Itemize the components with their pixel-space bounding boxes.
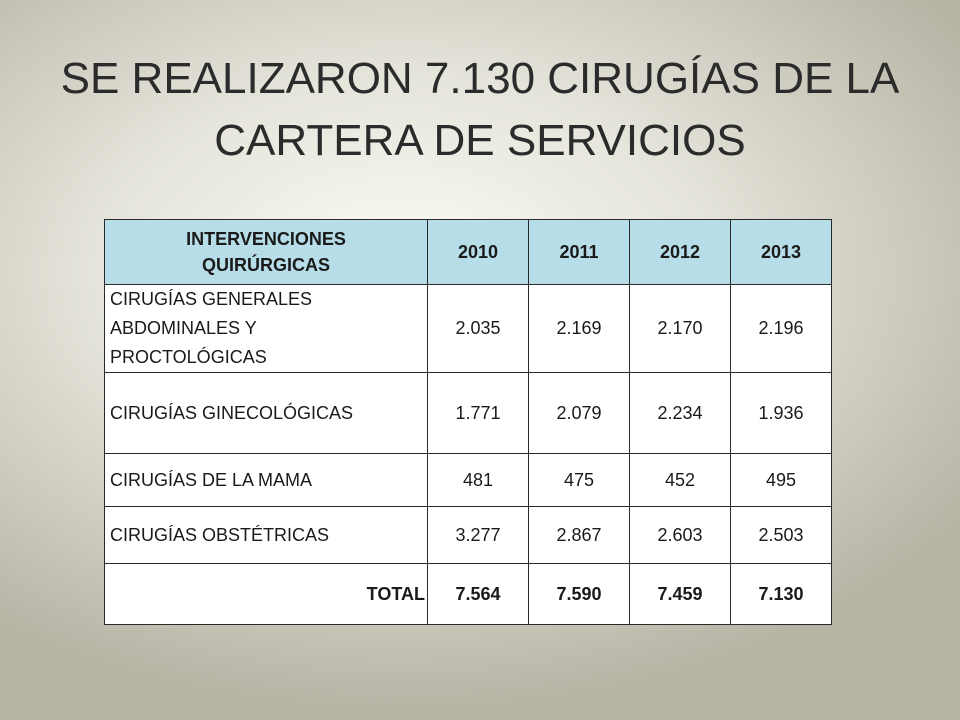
cell-value: 481 [427,453,529,507]
cell-value: 495 [730,453,832,507]
cell-value: 2.169 [528,284,630,373]
table-row: CIRUGÍAS GINECOLÓGICAS 1.771 2.079 2.234… [104,372,832,454]
cell-value: 1.771 [427,372,529,454]
header-year-2013: 2013 [730,219,832,285]
table-row: CIRUGÍAS OBSTÉTRICAS 3.277 2.867 2.603 2… [104,506,832,564]
cell-value: 2.196 [730,284,832,373]
header-year-2012: 2012 [629,219,731,285]
total-value: 7.590 [528,563,630,625]
total-label: TOTAL [104,563,428,625]
table-row: CIRUGÍAS GENERALES ABDOMINALES Y PROCTOL… [104,284,832,373]
cell-value: 2.170 [629,284,731,373]
table-header-row: INTERVENCIONES QUIRÚRGICAS 2010 2011 201… [104,219,832,285]
header-label-line-2: QUIRÚRGICAS [201,255,330,275]
cell-value: 452 [629,453,731,507]
cell-value: 3.277 [427,506,529,564]
row-label-line: PROCTOLÓGICAS [110,347,267,367]
cell-value: 1.936 [730,372,832,454]
cell-value: 2.035 [427,284,529,373]
slide-title-line-2: CARTERA DE SERVICIOS [214,116,746,165]
cell-value: 2.234 [629,372,731,454]
row-label-line: ABDOMINALES Y [110,318,257,338]
header-interventions: INTERVENCIONES QUIRÚRGICAS [104,219,428,285]
cell-value: 2.503 [730,506,832,564]
header-label-line-1: INTERVENCIONES [186,229,346,249]
slide-title: SE REALIZARON 7.130 CIRUGÍAS DE LA CARTE… [30,48,930,172]
row-label-breast: CIRUGÍAS DE LA MAMA [104,453,428,507]
row-label-obstetric: CIRUGÍAS OBSTÉTRICAS [104,506,428,564]
row-label-gynecological: CIRUGÍAS GINECOLÓGICAS [104,372,428,454]
table-row: CIRUGÍAS DE LA MAMA 481 475 452 495 [104,453,832,507]
cell-value: 2.603 [629,506,731,564]
slide-title-line-1: SE REALIZARON 7.130 CIRUGÍAS DE LA [60,54,900,103]
total-row: TOTAL 7.564 7.590 7.459 7.130 [104,563,832,625]
row-label-line: CIRUGÍAS GENERALES [110,289,313,309]
cell-value: 475 [528,453,630,507]
header-year-2011: 2011 [528,219,630,285]
surgeries-table: INTERVENCIONES QUIRÚRGICAS 2010 2011 201… [104,219,832,625]
row-label-general-surgeries: CIRUGÍAS GENERALES ABDOMINALES Y PROCTOL… [104,284,428,373]
header-year-2010: 2010 [427,219,529,285]
cell-value: 2.079 [528,372,630,454]
total-value: 7.564 [427,563,529,625]
cell-value: 2.867 [528,506,630,564]
total-value: 7.459 [629,563,731,625]
total-value: 7.130 [730,563,832,625]
